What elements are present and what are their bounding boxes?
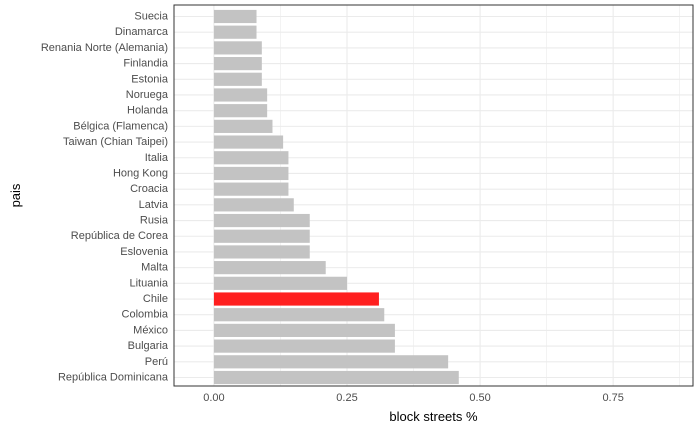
bar	[213, 355, 449, 369]
bar	[213, 261, 326, 275]
bar	[213, 370, 459, 385]
bar	[213, 56, 262, 71]
y-tick-label: Renania Norte (Alemania)	[41, 42, 168, 54]
y-tick-label: Chile	[143, 293, 168, 305]
y-tick-label: Perú	[145, 356, 168, 368]
y-tick-label: Suecia	[134, 11, 169, 23]
x-axis-title: block streets %	[389, 409, 478, 424]
y-tick-label: Eslovenia	[120, 246, 169, 258]
y-tick-label: Rusia	[140, 215, 169, 227]
bar	[213, 72, 262, 86]
x-tick-label: 0.50	[469, 392, 490, 404]
y-tick-label: República Dominicana	[58, 372, 169, 384]
y-tick-label: República de Corea	[71, 230, 169, 242]
bar	[213, 104, 268, 118]
bar	[213, 88, 268, 102]
bar	[213, 276, 347, 290]
bar	[213, 213, 310, 228]
y-tick-label: Estonia	[131, 73, 169, 85]
y-tick-label: Dinamarca	[115, 26, 169, 38]
y-tick-labels: Suecia Dinamarca Renania Norte (Alemania) F…	[41, 11, 169, 384]
y-tick-label: Colombia	[122, 309, 169, 321]
panel-border	[173, 4, 694, 387]
y-tick-label: Latvia	[139, 199, 169, 211]
x-tick-label: 0.25	[336, 392, 357, 404]
bar	[213, 292, 379, 306]
y-tick-label: Noruega	[126, 89, 169, 101]
bar	[213, 308, 385, 322]
bar	[213, 245, 310, 259]
y-tick-label: México	[133, 324, 168, 336]
y-tick-label: Lituania	[129, 277, 168, 289]
bar	[213, 166, 289, 181]
bar	[213, 119, 273, 133]
bar	[213, 323, 395, 338]
y-tick-label: Bélgica (Flamenca)	[73, 120, 168, 132]
x-tick-labels: 0.00 0.25 0.50 0.75	[203, 392, 624, 404]
y-axis-title: pais	[8, 183, 23, 207]
y-tick-label: Malta	[141, 262, 169, 274]
y-tick-label: Finlandia	[123, 58, 169, 70]
y-tick-label: Holanda	[127, 105, 169, 117]
y-tick-label: Italia	[145, 152, 169, 164]
y-tick-label: Croacia	[130, 183, 169, 195]
bar	[213, 182, 289, 196]
bar	[213, 9, 257, 24]
bar	[213, 25, 257, 39]
bar	[213, 229, 310, 243]
bars	[213, 9, 459, 385]
bar	[213, 41, 262, 55]
bar	[213, 339, 395, 353]
bar	[213, 198, 294, 212]
x-tick-label: 0.00	[203, 392, 224, 404]
x-tick-label: 0.75	[602, 392, 623, 404]
y-tick-label: Bulgaria	[128, 340, 169, 352]
bar	[213, 135, 284, 149]
y-tick-label: Taiwan (Chian Taipei)	[63, 136, 168, 148]
y-tick-label: Hong Kong	[113, 167, 168, 179]
bar	[213, 151, 289, 165]
